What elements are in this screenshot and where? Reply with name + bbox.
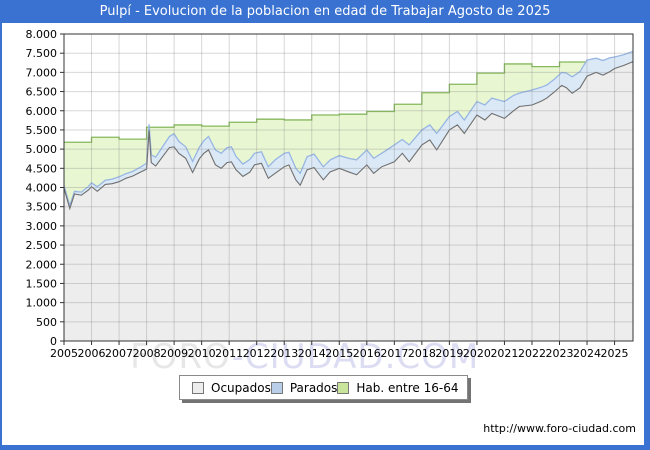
legend-item-parados: Parados bbox=[270, 380, 338, 395]
svg-text:2006: 2006 bbox=[78, 347, 106, 360]
svg-text:2023: 2023 bbox=[546, 347, 574, 360]
svg-text:5.000: 5.000 bbox=[26, 143, 58, 156]
svg-text:4.000: 4.000 bbox=[26, 182, 58, 195]
svg-text:2025: 2025 bbox=[601, 347, 629, 360]
svg-text:2011: 2011 bbox=[215, 347, 243, 360]
parados-swatch-icon bbox=[270, 381, 283, 394]
svg-text:0: 0 bbox=[50, 335, 57, 348]
svg-text:2015: 2015 bbox=[325, 347, 353, 360]
svg-text:2022: 2022 bbox=[518, 347, 546, 360]
svg-text:8.000: 8.000 bbox=[26, 28, 58, 41]
svg-text:7.500: 7.500 bbox=[26, 47, 58, 60]
svg-text:2014: 2014 bbox=[298, 347, 326, 360]
population-area-chart: 0 500 1.000 1.500 2.000 2.500 3.000 3.500 4.000 4… bbox=[26, 28, 634, 360]
svg-text:6.500: 6.500 bbox=[26, 86, 58, 99]
svg-text:5.500: 5.500 bbox=[26, 124, 58, 137]
legend-label-ocupados: Ocupados bbox=[211, 380, 271, 395]
svg-text:2016: 2016 bbox=[353, 347, 381, 360]
svg-text:2008: 2008 bbox=[133, 347, 161, 360]
svg-text:4.500: 4.500 bbox=[26, 162, 58, 175]
foro-ciudad-watermark: FORO-CIUDAD.COM bbox=[130, 337, 479, 377]
svg-text:2010: 2010 bbox=[188, 347, 216, 360]
chart-legend: Ocupados Parados Hab. entre 16-64 bbox=[179, 375, 468, 400]
svg-text:2021: 2021 bbox=[490, 347, 518, 360]
svg-text:2007: 2007 bbox=[105, 347, 133, 360]
svg-text:2013: 2013 bbox=[270, 347, 298, 360]
svg-text:1.500: 1.500 bbox=[26, 277, 58, 290]
svg-text:7.000: 7.000 bbox=[26, 66, 58, 79]
ocupados-swatch-icon bbox=[192, 381, 204, 394]
title-bar: Pulpí - Evolucion de la poblacion en eda… bbox=[0, 0, 650, 23]
habitantes-swatch-icon bbox=[337, 381, 350, 394]
svg-text:2.000: 2.000 bbox=[26, 258, 58, 271]
svg-text:2020: 2020 bbox=[463, 347, 491, 360]
chart-body: FORO-CIUDAD.COM 0 500 1.000 1.500 2.000 2.500… bbox=[2, 23, 644, 445]
legend-label-parados: Parados bbox=[289, 380, 338, 395]
page-title: Pulpí - Evolucion de la poblacion en eda… bbox=[99, 4, 551, 19]
svg-text:2009: 2009 bbox=[160, 347, 188, 360]
svg-text:2019: 2019 bbox=[435, 347, 463, 360]
foro-ciudad-link[interactable]: http://www.foro-ciudad.com bbox=[483, 422, 636, 435]
svg-text:2005: 2005 bbox=[50, 347, 78, 360]
svg-text:2018: 2018 bbox=[408, 347, 436, 360]
svg-text:2.500: 2.500 bbox=[26, 239, 58, 252]
svg-text:3.500: 3.500 bbox=[26, 201, 58, 214]
legend-item-habitantes: Hab. entre 16-64 bbox=[337, 381, 458, 395]
watermark-part2: -CIUDAD.COM bbox=[231, 337, 480, 377]
svg-text:6.000: 6.000 bbox=[26, 105, 58, 118]
svg-text:1.000: 1.000 bbox=[26, 297, 58, 310]
legend-item-ocupados: Ocupados bbox=[192, 381, 271, 395]
svg-text:3.000: 3.000 bbox=[26, 220, 58, 233]
svg-text:2012: 2012 bbox=[243, 347, 271, 360]
svg-text:500: 500 bbox=[36, 316, 57, 329]
svg-text:2017: 2017 bbox=[380, 347, 408, 360]
legend-label-habitantes: Hab. entre 16-64 bbox=[356, 380, 459, 395]
svg-text:2024: 2024 bbox=[573, 347, 601, 360]
